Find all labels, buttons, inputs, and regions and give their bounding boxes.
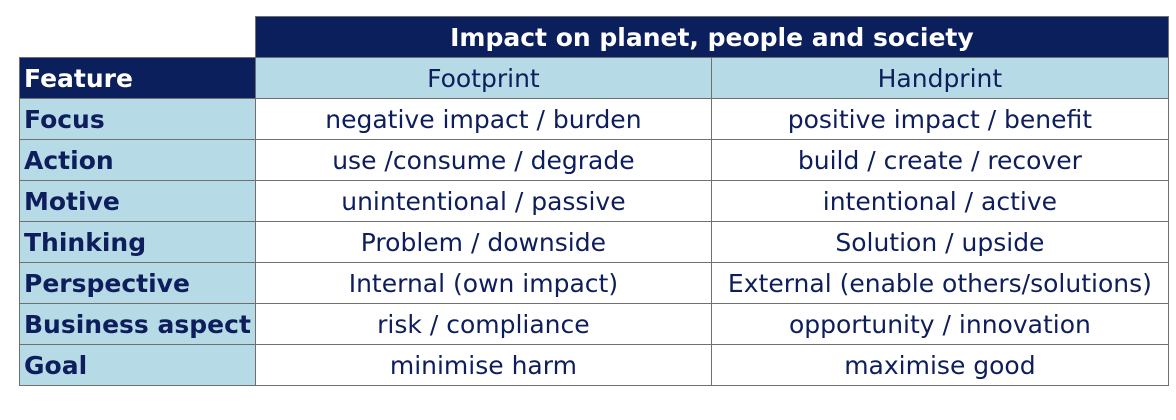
table-row: Action use /consume / degrade build / cr… [19, 139, 1169, 181]
footprint-header: Footprint [254, 57, 712, 99]
feature-header: Feature [19, 57, 256, 99]
row-label: Focus [19, 98, 256, 140]
title-row: Impact on planet, people and society [19, 16, 1169, 58]
table-row: Focus negative impact / burden positive … [19, 98, 1169, 140]
row-label: Goal [19, 344, 256, 386]
row-label: Motive [19, 180, 256, 222]
handprint-cell: Solution / upside [710, 221, 1169, 263]
handprint-cell: intentional / active [710, 180, 1169, 222]
row-label: Action [19, 139, 256, 181]
footprint-cell: minimise harm [254, 344, 712, 386]
handprint-cell: maximise good [710, 344, 1169, 386]
handprint-cell: External (enable others/solutions) [710, 262, 1169, 304]
footprint-cell: use /consume / degrade [254, 139, 712, 181]
blank-corner-cell [19, 16, 256, 58]
footprint-cell: Internal (own impact) [254, 262, 712, 304]
table-title: Impact on planet, people and society [254, 16, 1169, 58]
handprint-header: Handprint [710, 57, 1169, 99]
table-row: Perspective Internal (own impact) Extern… [19, 262, 1169, 304]
table-row: Business aspect risk / compliance opport… [19, 303, 1169, 345]
footprint-cell: negative impact / burden [254, 98, 712, 140]
handprint-cell: positive impact / benefit [710, 98, 1169, 140]
footprint-cell: Problem / downside [254, 221, 712, 263]
footprint-handprint-table: Impact on planet, people and society Fea… [19, 16, 1169, 386]
footprint-cell: unintentional / passive [254, 180, 712, 222]
table-row: Motive unintentional / passive intention… [19, 180, 1169, 222]
table-row: Thinking Problem / downside Solution / u… [19, 221, 1169, 263]
header-row: Feature Footprint Handprint [19, 57, 1169, 99]
handprint-cell: opportunity / innovation [710, 303, 1169, 345]
row-label: Business aspect [19, 303, 256, 345]
row-label: Perspective [19, 262, 256, 304]
table-row: Goal minimise harm maximise good [19, 344, 1169, 386]
footprint-cell: risk / compliance [254, 303, 712, 345]
row-label: Thinking [19, 221, 256, 263]
handprint-cell: build / create / recover [710, 139, 1169, 181]
